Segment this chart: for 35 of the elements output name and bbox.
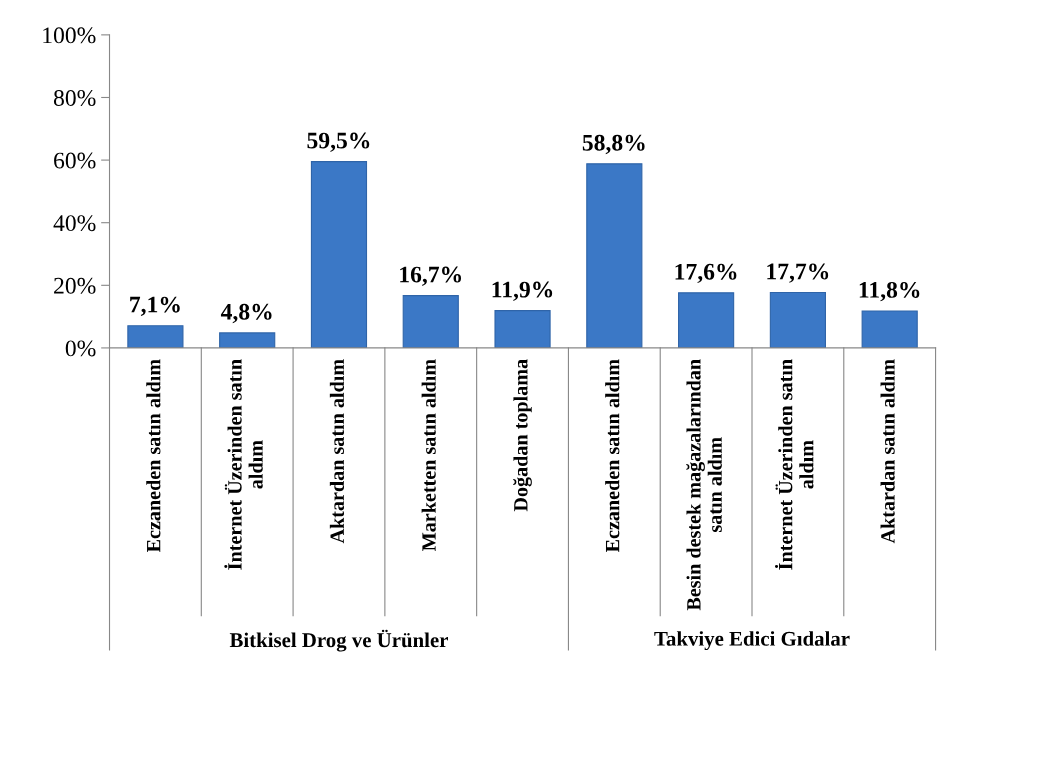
- y-tick-label: 80%: [53, 89, 96, 106]
- y-tick-label: 20%: [54, 277, 96, 294]
- x-tick-label: İnternet Üzerinden satın aldım: [775, 359, 814, 570]
- text: Bitkisel Drog ve Ürünler: [229, 629, 448, 652]
- data-label: 11,9%: [492, 281, 553, 301]
- data-label: 58,8%: [582, 134, 645, 155]
- bar: [769, 291, 826, 348]
- x-tick-label: Eczaneden satın aldım: [146, 359, 161, 553]
- x-tick-label: Eczaneden satın aldım: [605, 359, 620, 553]
- y-tick-label: 60%: [54, 152, 96, 169]
- y-tick-label: 0%: [65, 340, 96, 357]
- bar: [402, 295, 459, 348]
- bar: [219, 332, 276, 348]
- data-label: 7,1%: [130, 296, 180, 316]
- x-tick-label: İnternet Üzerinden satın aldım: [224, 359, 263, 570]
- x-tick-label: Besin destek mağazalarından satın aldım: [686, 359, 722, 611]
- data-label: 59,5%: [307, 132, 370, 152]
- y-tick-label: 100%: [43, 27, 96, 44]
- x-tick-label: Marketten satın aldım: [421, 359, 436, 551]
- x-tick-label: Aktardan satın aldım: [329, 359, 345, 544]
- data-label: 17,7%: [767, 263, 829, 283]
- bar: [586, 163, 643, 348]
- bar: [494, 310, 551, 348]
- text: Takviye Edici Gıdalar: [654, 631, 850, 651]
- data-label: 11,8%: [859, 281, 920, 302]
- bar: [127, 325, 184, 348]
- x-tick-label: Doğadan toplama: [513, 359, 532, 512]
- y-tick-label: 40%: [53, 215, 96, 232]
- data-label: 17,6%: [675, 263, 737, 284]
- bar: [310, 161, 368, 348]
- data-label: 4,8%: [220, 303, 272, 324]
- bar: [861, 310, 918, 348]
- x-tick-label: Aktardan satın aldım: [880, 359, 895, 544]
- bar: [678, 292, 735, 348]
- data-label: 16,7%: [400, 266, 462, 286]
